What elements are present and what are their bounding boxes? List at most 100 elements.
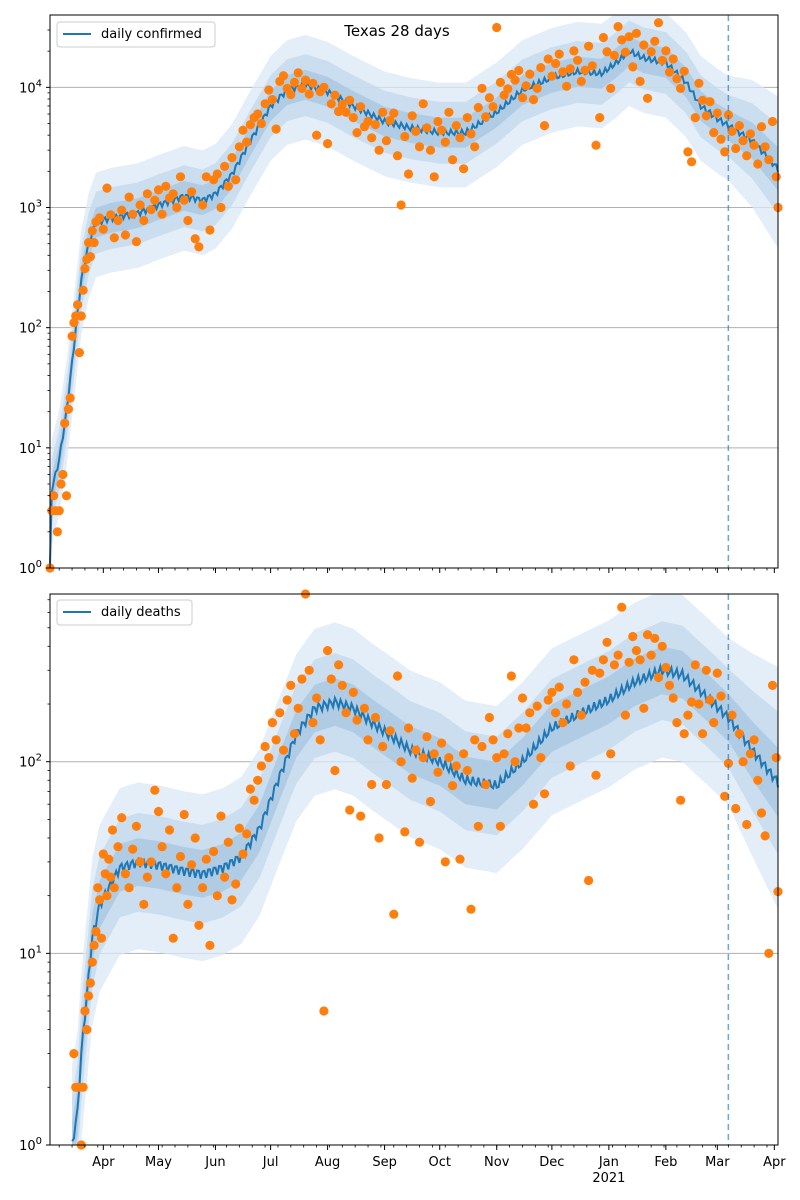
confirmed-data-point (580, 65, 590, 75)
confirmed-data-point (657, 55, 667, 65)
deaths-legend-label: daily deaths (101, 605, 181, 620)
confirmed-data-point (253, 109, 263, 119)
confirmed-data-point (341, 107, 351, 117)
confirmed-data-point (547, 71, 557, 81)
confirmed-data-point (76, 311, 86, 321)
confirmed-data-point (300, 75, 311, 85)
x-tick-label: Feb (654, 1155, 677, 1170)
deaths-data-point (341, 708, 351, 718)
confirmed-data-point (58, 469, 68, 480)
confirmed-data-point (205, 225, 215, 235)
confirmed-data-point (286, 90, 296, 100)
confirmed-data-point (161, 181, 171, 191)
deaths-data-point (510, 757, 520, 767)
confirmed-data-point (459, 164, 469, 174)
confirmed-data-point (407, 111, 417, 121)
deaths-data-point (334, 660, 344, 670)
confirmed-data-point (242, 137, 252, 147)
confirmed-data-point (231, 175, 241, 185)
deaths-data-point (745, 749, 756, 759)
confirmed-data-point (319, 82, 329, 92)
confirmed-data-point (392, 151, 403, 161)
confirmed-data-point (98, 224, 108, 234)
deaths-data-point (190, 833, 200, 843)
deaths-data-point (514, 723, 524, 733)
deaths-data-point (687, 697, 697, 707)
deaths-legend: daily deaths (56, 599, 193, 626)
confirmed-y-tick-exponent: 0 (36, 559, 42, 570)
confirmed-data-point (481, 112, 491, 122)
deaths-data-point (587, 665, 597, 675)
confirmed-data-point (61, 491, 72, 501)
chart-title: Texas 28 days (343, 22, 450, 40)
x-tick-label: Nov (484, 1155, 510, 1170)
confirmed-data-point (363, 116, 373, 127)
confirmed-data-point (157, 209, 167, 219)
confirmed-data-point (470, 142, 480, 152)
deaths-data-point (580, 677, 590, 687)
confirmed-data-point (620, 47, 631, 57)
confirmed-data-point (323, 139, 333, 149)
confirmed-data-point (124, 192, 134, 202)
x-tick-label: Aug (315, 1155, 340, 1170)
deaths-data-point (459, 749, 469, 759)
confirmed-data-point (635, 76, 645, 86)
confirmed-data-point (260, 99, 270, 109)
confirmed-data-point (348, 113, 358, 123)
confirmed-data-point (742, 151, 752, 161)
deaths-data-point (756, 808, 767, 818)
confirmed-data-point (67, 331, 77, 341)
confirmed-data-point (289, 77, 300, 87)
deaths-data-point (771, 753, 781, 763)
deaths-data-point (293, 703, 303, 713)
confirmed-data-point (477, 83, 487, 93)
confirmed-data-point (488, 102, 498, 112)
deaths-data-point (767, 680, 778, 691)
deaths-data-point (234, 823, 244, 833)
confirmed-data-point (278, 71, 289, 81)
deaths-data-point (543, 695, 553, 705)
deaths-data-point (676, 795, 686, 805)
confirmed-data-point (591, 140, 601, 150)
deaths-data-point (429, 749, 439, 759)
deaths-data-point (253, 775, 263, 785)
confirmed-data-point (52, 527, 63, 537)
confirmed-data-point (293, 68, 303, 78)
confirmed-data-point (764, 155, 774, 165)
confirmed-data-point (131, 237, 141, 247)
confirmed-data-point (573, 55, 583, 65)
deaths-data-point (664, 680, 675, 691)
confirmed-data-point (503, 84, 513, 94)
deaths-data-point (205, 940, 215, 951)
deaths-data-point (764, 948, 774, 959)
confirmed-data-point (49, 491, 59, 501)
confirmed-data-point (698, 95, 708, 105)
deaths-data-point (330, 765, 340, 776)
deaths-data-point (153, 806, 164, 817)
deaths-axes-frame (49, 593, 779, 1146)
deaths-data-point (440, 857, 450, 867)
deaths-data-point (635, 655, 645, 665)
confirmed-data-point (650, 36, 660, 46)
confirmed-data-point (466, 129, 476, 139)
deaths-data-point (289, 729, 300, 739)
confirmed-data-point (587, 61, 597, 71)
deaths-data-point (403, 723, 414, 733)
confirmed-data-point (54, 506, 64, 516)
confirmed-data-point (135, 200, 145, 210)
deaths-data-point (131, 821, 141, 831)
confirmed-data-point (642, 93, 653, 103)
deaths-data-point (422, 732, 432, 742)
confirmed-data-point (705, 97, 715, 107)
deaths-data-point (639, 703, 649, 713)
deaths-data-point (345, 805, 355, 815)
confirmed-data-point (238, 125, 248, 135)
confirmed-data-point (554, 49, 564, 59)
confirmed-data-point (74, 348, 84, 358)
confirmed-data-point (444, 107, 454, 117)
confirmed-data-point (117, 205, 127, 215)
confirmed-data-point (539, 121, 550, 131)
deaths-data-point (117, 813, 127, 823)
confirmed-data-point (701, 111, 711, 121)
x-tick-label: Dec (539, 1155, 564, 1170)
